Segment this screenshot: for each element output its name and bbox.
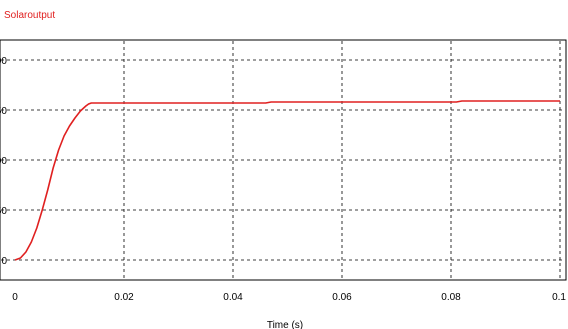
x-tick-label-5: 0.1 xyxy=(552,292,566,303)
y-tick-label-2: 100 xyxy=(0,156,7,167)
x-tick-label-2: 0.04 xyxy=(223,292,243,303)
y-tick-label-3: 150 xyxy=(0,106,7,117)
y-tick-labels: 0 50 100 150 200 xyxy=(0,56,7,267)
x-axis-label: Time (s) xyxy=(267,320,303,329)
series-layer xyxy=(14,100,560,261)
x-tick-label-1: 0.02 xyxy=(114,292,134,303)
grid-lines xyxy=(1,41,565,279)
legend-label-solaroutput: Solaroutput xyxy=(4,10,55,21)
y-tick-label-0: 0 xyxy=(1,256,7,267)
x-tick-label-4: 0.08 xyxy=(441,292,461,303)
x-tick-label-0: 0 xyxy=(12,292,18,303)
x-tick-label-3: 0.06 xyxy=(332,292,352,303)
y-tick-label-1: 50 xyxy=(0,206,7,217)
x-tick-labels: 0 0.02 0.04 0.06 0.08 0.1 xyxy=(12,292,566,303)
plot-area-frame xyxy=(0,39,567,281)
series-line-solaroutput xyxy=(14,100,560,261)
y-tick-label-4: 200 xyxy=(0,56,7,67)
